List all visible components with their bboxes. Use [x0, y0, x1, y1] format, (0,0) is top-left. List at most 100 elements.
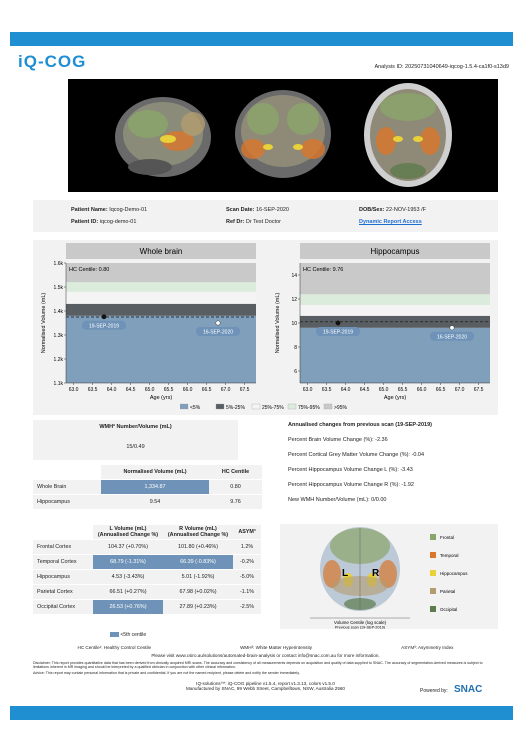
table-cell: 26.53 (+0.76%)	[93, 599, 163, 615]
centile-band	[66, 291, 256, 304]
chart-title: Hippocampus	[371, 247, 420, 256]
title-bar	[300, 243, 490, 259]
x-tick-label: 64.0	[341, 387, 351, 393]
table-cell: 27.89 (+0.23%)	[163, 599, 233, 615]
header-cell: Normalised Volume (mL)	[101, 465, 209, 480]
table: L Volume (mL) (Annualised Change %) R Vol…	[33, 525, 261, 615]
x-tick-label: 65.0	[379, 387, 389, 393]
centile-band	[300, 263, 490, 295]
legend-swatch	[430, 606, 436, 612]
header-cell	[33, 525, 93, 540]
centile-band	[66, 303, 256, 316]
value: Iqcog-Demo-01	[109, 207, 148, 213]
point-label-bg	[430, 331, 474, 341]
scan-point	[101, 314, 107, 320]
header-row: Normalised Volume (mL) HC Centile	[33, 465, 262, 480]
value: 16-SEP-2020	[255, 207, 289, 213]
legend-label: Frontal	[440, 535, 454, 540]
centile-band	[300, 305, 490, 316]
chart: Hippocampus HC Centile: 9.76 19-SEP-2019 16…	[275, 243, 490, 401]
version: IQ-solutions™: iQ-COG pipeline v1.5.4, r…	[196, 680, 335, 686]
row-value: -2.36	[375, 437, 388, 443]
x-tick-label: 67.5	[240, 387, 250, 393]
legend-label: <5%	[190, 405, 201, 411]
point-label: 19-SEP-2019	[323, 330, 353, 336]
centile-band	[300, 294, 490, 305]
x-tick-label: 64.5	[360, 387, 370, 393]
legend-label: Hippocampus	[440, 571, 468, 576]
row-value: -3.43	[400, 467, 413, 473]
legend-label: >95%	[334, 405, 347, 411]
report-link[interactable]: Dynamic Report Access	[359, 219, 422, 225]
y-tick-label: 1.6k	[54, 261, 64, 267]
header-cell: ASYM³	[233, 525, 261, 540]
footer: HC Centile¹: Healthy Control Centile WMH²…	[33, 645, 498, 691]
x-axis-label: Age (yrs)	[150, 395, 172, 401]
right-label: R	[372, 568, 380, 579]
x-tick-label: 63.5	[322, 387, 332, 393]
table-cell: -0.2%	[233, 554, 261, 570]
annualised-row: Percent Hippocampus Volume Change R (%):…	[288, 482, 498, 488]
y-axis-label: Normalised Volume (mL)	[275, 293, 281, 354]
y-tick-label: 1.1k	[54, 381, 64, 387]
y-tick-label: 1.5k	[54, 285, 64, 291]
table-cell: Temporal Cortex	[33, 554, 93, 570]
regional-table: L Volume (mL) (Annualised Change %) R Vol…	[33, 525, 261, 615]
table-cell: -1.1%	[233, 584, 261, 600]
legend-swatch	[180, 403, 189, 410]
point-label: 16-SEP-2020	[203, 330, 233, 336]
table: Normalised Volume (mL) HC Centile Whole Br…	[33, 465, 262, 510]
table-cell: 67.98 (+0.02%)	[163, 584, 233, 600]
advice: Advice: This report may contain personal…	[33, 670, 300, 675]
logo: iQ-COG	[18, 52, 87, 71]
header-cell	[33, 465, 101, 480]
centile-band	[66, 263, 256, 283]
table-cell: -5.0%	[233, 569, 261, 585]
table-cell: 68.79 (-1.31%)	[93, 554, 163, 570]
contact: Please visit www.csiro.au/solutions/auto…	[151, 653, 380, 658]
legend-swatch	[430, 588, 436, 594]
y-axis-label: Normalised Volume (mL)	[41, 293, 47, 354]
analysis-id: Analysis ID: 20250731040649-iqcog-1.5.4-…	[374, 64, 509, 70]
x-tick-label: 65.0	[145, 387, 155, 393]
x-tick-label: 64.0	[107, 387, 117, 393]
x-tick-label: 66.0	[417, 387, 427, 393]
point-label-bg	[316, 327, 360, 336]
table-cell: 101.80 (+0.46%)	[163, 539, 233, 555]
y-tick-label: 1.4k	[54, 309, 64, 315]
x-tick-label: 65.5	[164, 387, 174, 393]
value: iqcog-demo-01	[99, 219, 137, 225]
mri-axial	[364, 83, 452, 187]
table-cell: 5.01 (-1.92%)	[163, 569, 233, 585]
manufacturer: Manufactured by SNAC, 99 Webb Street, Ca…	[186, 685, 345, 691]
row-label: Percent Brain Volume Change (%):	[288, 437, 374, 443]
table-row: Occipital Cortex 26.53 (+0.76%) 27.89 (+0.…	[33, 599, 261, 615]
header-cell: L Volume (mL) (Annualised Change %)	[93, 525, 163, 540]
y-tick-label: 14	[291, 273, 297, 279]
table-row: Frontal Cortex 104.37 (+0.70%) 101.80 (+0.…	[33, 539, 261, 555]
table-cell: 4.53 (-3.43%)	[93, 569, 163, 585]
powered-by: Powered by:	[420, 688, 448, 694]
y-tick-label: 12	[291, 297, 297, 303]
table-cell: Whole Brain	[33, 479, 101, 495]
row-value: -1.92	[401, 482, 414, 488]
brand: SNAC	[454, 684, 483, 695]
volume-table: Normalised Volume (mL) HC Centile Whole Br…	[33, 465, 262, 510]
x-tick-label: 64.5	[126, 387, 136, 393]
point-label-bg	[82, 320, 126, 330]
table-legend: <5th centile	[110, 632, 146, 638]
table-cell: Occipital Cortex	[33, 599, 93, 615]
wmh-value: 15/0.49	[126, 444, 145, 450]
annualised-row: Percent Hippocampus Volume Change L (%):…	[288, 467, 498, 473]
legend-label: Parietal	[440, 589, 455, 594]
region-map: L R Volume Centile (log scale)Previous sca…	[280, 524, 498, 629]
disclaimer: Disclaimer: This report provides quantit…	[33, 661, 483, 670]
legend-label: Occipital	[440, 607, 457, 612]
annotation: HC Centile: 9.76	[303, 267, 343, 273]
y-tick-label: 8	[294, 345, 297, 351]
x-tick-label: 67.0	[455, 387, 465, 393]
footnote: WMH²: White Matter Hyperintensity	[240, 645, 313, 650]
top-bar	[10, 32, 513, 46]
row-label: Percent Hippocampus Volume Change L (%):	[288, 467, 399, 473]
y-tick-label: 10	[291, 321, 297, 327]
